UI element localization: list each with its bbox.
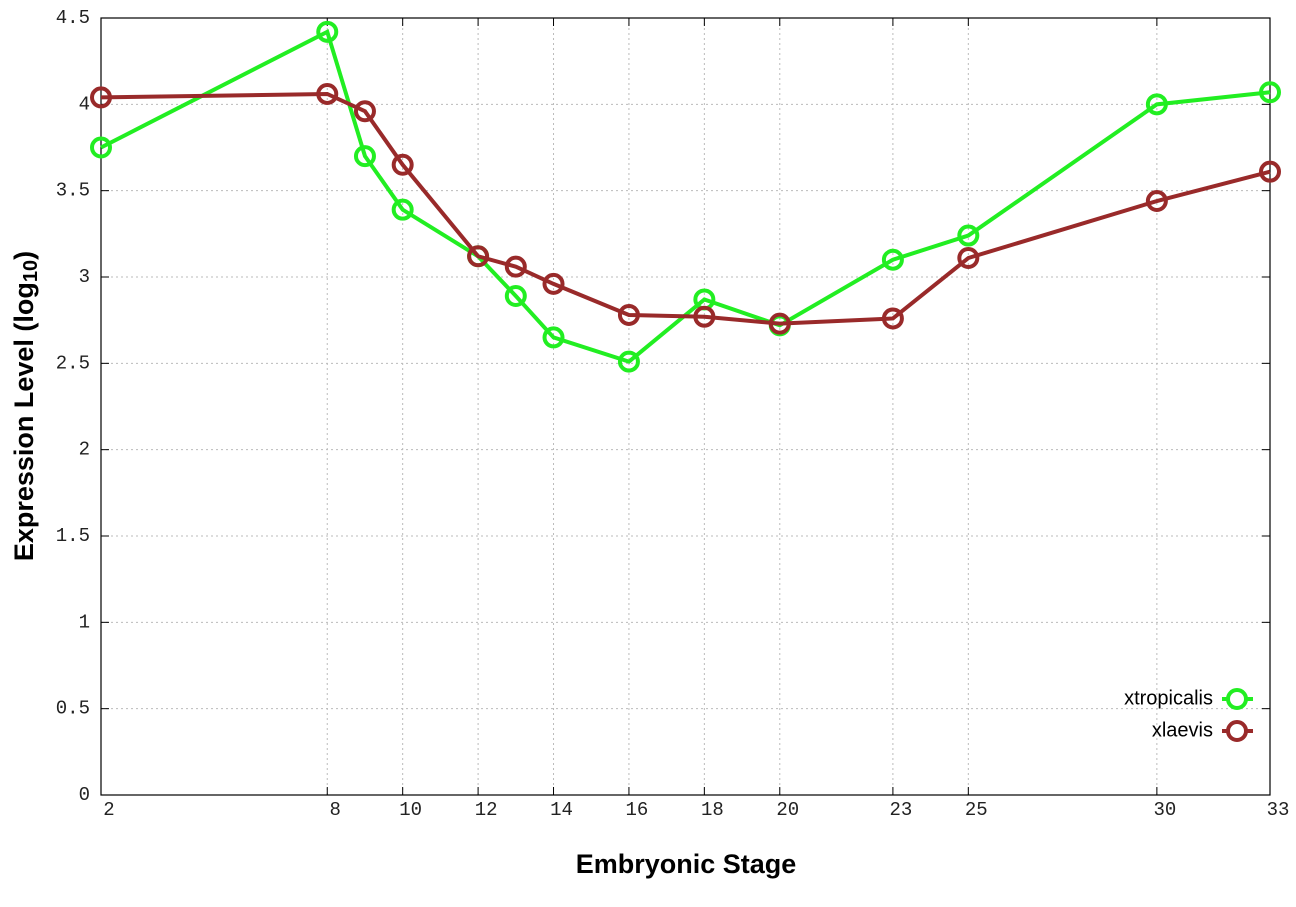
y-tick-label: 0 — [79, 784, 90, 806]
y-title-sub: 10 — [20, 260, 42, 282]
y-tick-label: 3 — [79, 266, 90, 288]
data-point — [504, 255, 527, 278]
data-point — [391, 198, 414, 221]
y-tick-label: 2 — [79, 439, 90, 461]
data-point — [957, 247, 980, 270]
data-point — [542, 326, 565, 349]
data-point — [504, 284, 527, 307]
x-tick-label: 30 — [1153, 799, 1176, 821]
data-point — [768, 312, 791, 335]
x-tick-label: 33 — [1267, 799, 1290, 821]
data-point — [90, 86, 112, 109]
data-point — [881, 307, 904, 330]
legend-label: xtropicalis — [1124, 687, 1213, 709]
data-point — [316, 20, 339, 43]
x-tick-label: 14 — [550, 799, 573, 821]
x-tick-label: 8 — [330, 799, 341, 821]
data-point — [1259, 81, 1281, 104]
y-title-end: ) — [9, 251, 39, 260]
data-point — [1259, 160, 1281, 183]
data-point — [1145, 190, 1168, 213]
data-point — [391, 153, 414, 176]
x-tick-label: 23 — [889, 799, 912, 821]
legend-marker — [1226, 688, 1248, 710]
y-tick-label: 0.5 — [56, 698, 90, 720]
y-tick-label: 3.5 — [56, 180, 90, 202]
y-axis-title: Expression Level (log10) — [9, 251, 42, 561]
data-point — [693, 305, 716, 328]
y-tick-label: 4 — [79, 93, 90, 115]
y-tick-label: 1 — [79, 611, 90, 633]
y-tick-label: 4.5 — [56, 7, 90, 29]
x-tick-label: 25 — [965, 799, 988, 821]
legend-label: xlaevis — [1152, 719, 1213, 741]
x-tick-label: 20 — [776, 799, 799, 821]
x-tick-label: 16 — [626, 799, 649, 821]
legend-marker — [1226, 720, 1248, 742]
data-point — [617, 303, 640, 326]
y-tick-label: 1.5 — [56, 525, 90, 547]
x-tick-label: 10 — [399, 799, 422, 821]
x-axis-title: Embryonic Stage — [576, 849, 797, 879]
data-point — [542, 272, 565, 295]
data-point — [881, 248, 904, 271]
data-point — [957, 224, 980, 247]
data-point — [353, 145, 376, 168]
data-point — [467, 245, 490, 268]
data-point — [353, 100, 376, 123]
x-tick-label: 12 — [475, 799, 498, 821]
x-tick-label: 2 — [103, 799, 114, 821]
data-point — [316, 82, 339, 105]
data-point — [90, 136, 112, 159]
y-title-text: Expression Level (log — [9, 282, 39, 561]
y-tick-label: 2.5 — [56, 352, 90, 374]
plot-frame — [100, 17, 1271, 796]
x-tick-label: 18 — [701, 799, 724, 821]
data-point — [1145, 93, 1168, 116]
data-point — [617, 350, 640, 373]
